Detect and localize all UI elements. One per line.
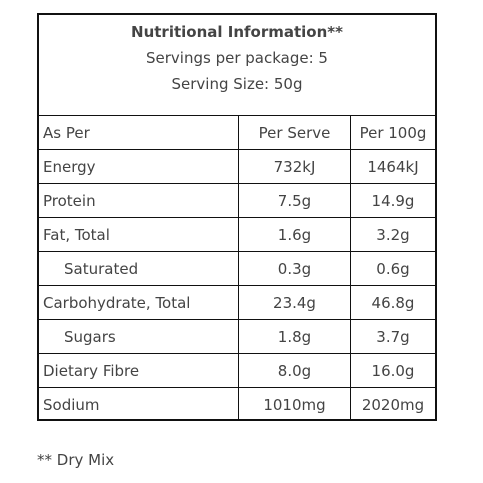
nutrient-name: Carbohydrate, Total xyxy=(39,285,239,320)
nutrient-value: Per 100g xyxy=(350,116,435,150)
table-row: Energy 732kJ 1464kJ xyxy=(39,149,435,184)
nutrient-value: Per Serve xyxy=(238,116,351,150)
nutrient-value: 732kJ xyxy=(238,149,351,184)
nutrient-name: Fat, Total xyxy=(39,217,239,252)
table-row: Fat, Total 1.6g 3.2g xyxy=(39,217,435,252)
nutrition-panel: Nutritional Information** Servings per p… xyxy=(37,13,437,421)
nutrient-value: 1.6g xyxy=(238,217,351,252)
servings: Servings per package: 5 xyxy=(146,49,328,67)
nutrient-name: Protein xyxy=(39,183,239,218)
table-row: Sugars 1.8g 3.7g xyxy=(39,319,435,354)
table-row: Protein 7.5g 14.9g xyxy=(39,183,435,218)
nutrient-name: As Per xyxy=(43,123,90,142)
title: Nutritional Information** xyxy=(131,23,343,41)
nutrient-name: Saturated xyxy=(39,251,239,286)
nutrient-value: 14.9g xyxy=(350,183,435,218)
nutrition-table: As Per Per Serve Per 100g Energy 732kJ 1464kJ… xyxy=(39,116,435,421)
nutrient-value: 16.0g xyxy=(350,353,435,388)
table-row: Dietary Fibre 8.0g 16.0g xyxy=(39,353,435,388)
nutrient-value: 0.3g xyxy=(238,251,351,286)
panel-header: Nutritional Information** Servings per p… xyxy=(39,15,435,116)
nutrient-value: 1464kJ xyxy=(350,149,435,184)
nutrient-value: 1.8g xyxy=(238,319,351,354)
nutrient-name: Sodium xyxy=(39,387,239,421)
nutrient-value: 7.5g xyxy=(238,183,351,218)
table-row: Sodium 1010mg 2020mg xyxy=(39,387,435,421)
nutrient-name: Energy xyxy=(39,149,239,184)
table-row: As Per Per Serve Per 100g xyxy=(39,116,435,150)
nutrient-value: 23.4g xyxy=(238,285,351,320)
nutrient-name: Sugars xyxy=(39,319,239,354)
nutrient-value: 8.0g xyxy=(238,353,351,388)
nutrient-name: Dietary Fibre xyxy=(39,353,239,388)
nutrient-value: 2020mg xyxy=(350,387,435,421)
table-row: Saturated 0.3g 0.6g xyxy=(39,251,435,286)
table-row: Carbohydrate, Total 23.4g 46.8g xyxy=(39,285,435,320)
nutrient-value: 3.7g xyxy=(350,319,435,354)
serving-size: Serving Size: 50g xyxy=(171,75,303,93)
footnote: ** Dry Mix xyxy=(37,451,115,469)
nutrient-value: 0.6g xyxy=(350,251,435,286)
nutrient-value: 46.8g xyxy=(350,285,435,320)
nutrient-value: 3.2g xyxy=(350,217,435,252)
nutrient-value: 1010mg xyxy=(238,387,351,421)
